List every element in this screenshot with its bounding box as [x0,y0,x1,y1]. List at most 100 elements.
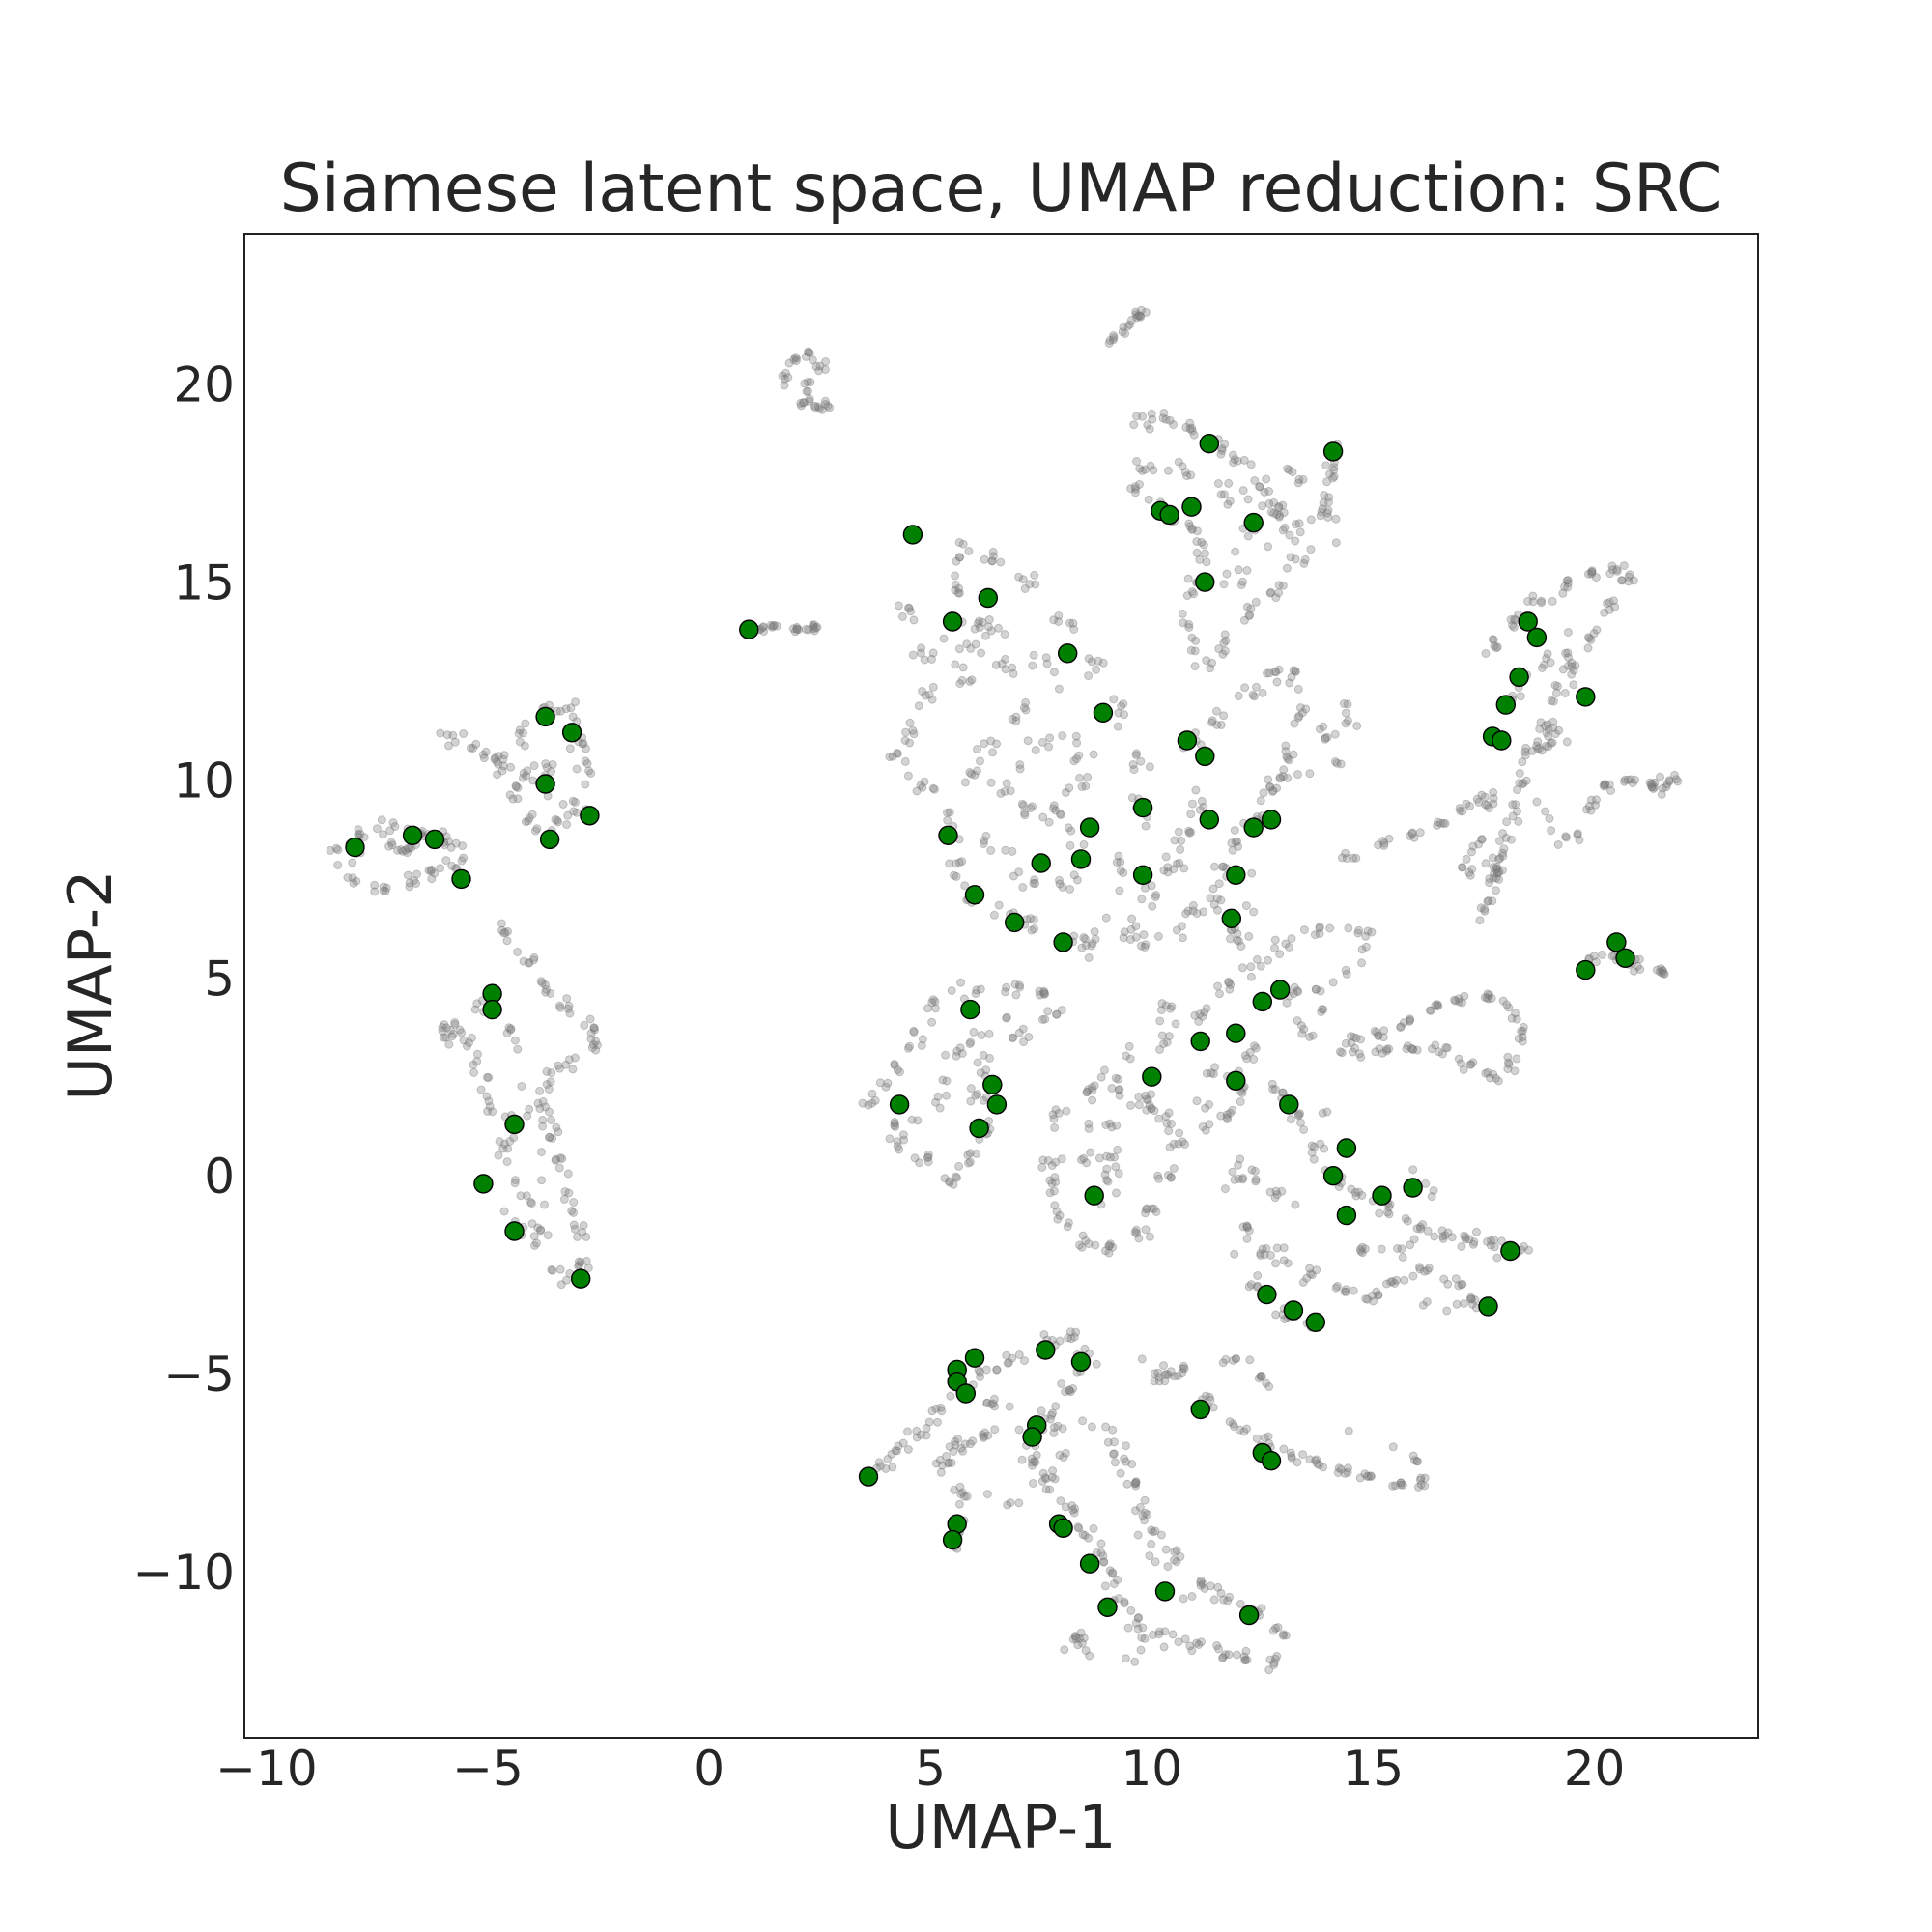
background-point [479,753,489,763]
background-point [1357,1191,1367,1200]
background-point [1057,1379,1066,1388]
background-point [1164,1171,1173,1179]
background-point [379,830,388,839]
background-point [1315,929,1324,939]
background-point [901,727,911,737]
background-point [1656,772,1664,781]
background-point [1163,1562,1173,1572]
background-point [1587,569,1596,579]
background-point [1455,997,1464,1007]
background-point [1131,310,1141,319]
background-point [1131,1479,1141,1488]
background-point [1213,905,1222,915]
background-point [1117,701,1126,711]
background-point [989,552,998,561]
background-point [1599,781,1608,790]
background-point [1224,977,1233,986]
background-point [1518,1026,1527,1036]
background-point [1242,1222,1252,1232]
background-point [1408,1165,1418,1175]
highlight-point [1403,1178,1423,1198]
background-point [1147,1539,1156,1548]
background-point [1455,804,1464,813]
background-point [1415,1222,1425,1232]
background-point [1226,980,1236,989]
background-point [952,871,961,881]
background-point [1133,1530,1143,1540]
background-point [951,571,960,581]
background-point [493,770,502,780]
background-point [1126,1605,1136,1615]
background-point [451,838,461,848]
highlight-point [942,611,963,632]
background-point [768,622,777,632]
background-point [792,622,802,632]
background-point [1512,1014,1521,1024]
background-point [1142,1204,1151,1213]
background-point [804,625,813,635]
background-point [810,403,820,412]
background-point [1102,1151,1112,1161]
background-point [1104,1248,1114,1258]
background-point [1584,801,1594,810]
y-axis-label: UMAP-2 [55,869,126,1100]
background-point [1216,721,1226,729]
x-tick-label: −5 [452,1741,524,1797]
background-point [960,1492,969,1501]
background-point [427,865,437,874]
background-point [1294,711,1304,721]
background-point [1089,750,1098,759]
background-point [1353,1187,1363,1197]
background-point [1197,537,1207,547]
background-point [950,870,958,880]
background-point [1506,615,1516,624]
highlight-point [1243,512,1264,533]
background-point [980,1432,989,1441]
background-point [1001,654,1010,664]
background-point [1431,1001,1440,1009]
background-point [1169,1164,1179,1173]
background-point [1194,1640,1204,1649]
background-point [1664,777,1674,786]
background-point [1262,474,1271,484]
background-point [1328,473,1338,483]
background-point [1293,1458,1302,1467]
background-point [906,607,916,616]
background-point [1233,929,1242,939]
background-point [1464,1235,1474,1244]
background-point [535,1086,545,1095]
background-point [403,843,412,853]
background-point [1425,1006,1435,1015]
background-point [1635,965,1645,974]
background-point [1441,1043,1451,1052]
background-point [1268,1626,1278,1635]
background-point [916,781,925,790]
highlight-point [535,774,555,794]
background-point [955,1043,965,1053]
background-point [1011,716,1021,725]
background-point [1258,688,1267,697]
background-point [1028,1461,1037,1470]
background-point [1492,865,1501,874]
background-point [1044,817,1054,827]
background-point [1481,859,1491,868]
background-point [1515,769,1524,778]
background-point [426,867,436,876]
background-point [1350,1043,1360,1053]
background-point [1492,864,1502,873]
background-point [1031,580,1040,589]
background-point [524,816,533,826]
background-point [1096,1072,1106,1082]
background-point [574,1257,583,1266]
highlight-point [1154,1581,1176,1602]
background-point [965,768,975,777]
background-point [1251,1177,1261,1186]
background-point [1151,1526,1160,1536]
background-point [1166,1173,1176,1182]
background-point [1136,312,1146,322]
background-point [1165,415,1175,425]
background-point [522,1191,531,1201]
background-point [424,866,434,875]
background-point [502,1029,512,1037]
background-point [443,837,453,846]
